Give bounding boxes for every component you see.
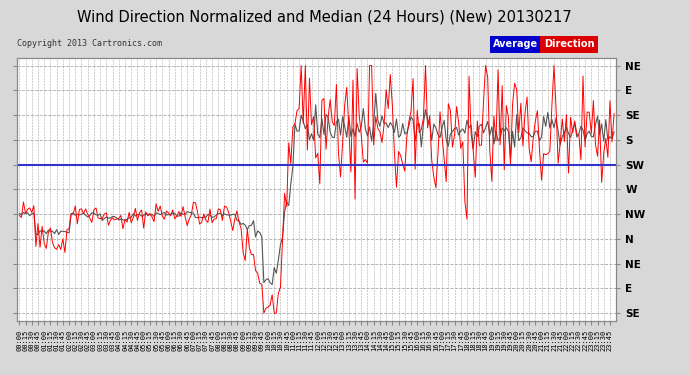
Text: Wind Direction Normalized and Median (24 Hours) (New) 20130217: Wind Direction Normalized and Median (24… (77, 9, 572, 24)
Text: Copyright 2013 Cartronics.com: Copyright 2013 Cartronics.com (17, 39, 162, 48)
Text: Direction: Direction (544, 39, 594, 50)
Text: Average: Average (493, 39, 538, 50)
